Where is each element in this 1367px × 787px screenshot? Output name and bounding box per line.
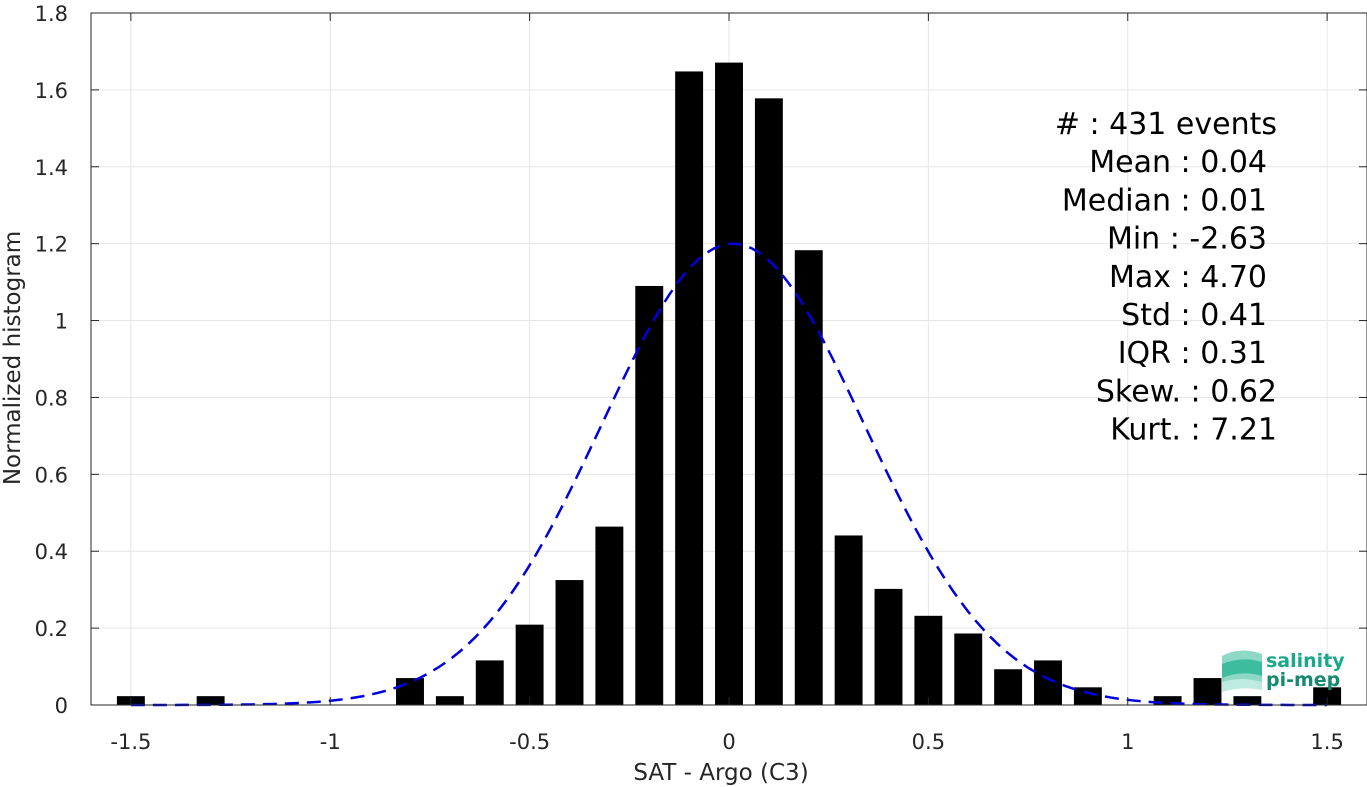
y-tick-label: 0.4 [35, 540, 68, 564]
histogram-bar [196, 696, 225, 705]
histogram-bar [754, 98, 783, 705]
histogram-bar [675, 71, 704, 706]
y-tick-label: 0.8 [35, 386, 68, 410]
x-axis-label: SAT - Argo (C3) [633, 760, 808, 786]
x-tick-label: 0.5 [912, 730, 945, 754]
y-tick-label: 0.2 [35, 617, 68, 641]
stats-line: Std : 0.41 [1121, 298, 1267, 333]
histogram-bar [1153, 696, 1182, 705]
histogram-bar [1313, 687, 1342, 705]
y-tick-labels: 0 0.2 0.4 0.6 0.8 1 1.2 1.4 1.6 1.8 [35, 2, 68, 718]
x-tick-label: 0 [722, 730, 735, 754]
stats-line: Median : 0.01 [1062, 183, 1267, 218]
histogram-bar [994, 669, 1023, 705]
axes [90, 12, 1367, 706]
stats-line: IQR : 0.31 [1118, 336, 1267, 371]
x-tick-label: -1.5 [110, 730, 151, 754]
histogram-bar [435, 696, 464, 705]
histogram-bar [794, 250, 823, 706]
histogram-bar [1193, 678, 1222, 705]
histogram-bar [396, 678, 424, 705]
y-tick-label: 1.2 [35, 233, 68, 257]
histogram-bar [1233, 696, 1262, 705]
histogram-bar [1073, 687, 1102, 705]
y-axis-label: Normalized histogram [0, 231, 26, 485]
histogram-bar [954, 633, 983, 705]
histogram-bar [834, 535, 863, 705]
stats-line: Skew. : 0.62 [1096, 374, 1277, 409]
histogram-bar [914, 615, 943, 705]
stats-line: Min : -2.63 [1107, 222, 1267, 257]
stats-line: Mean : 0.04 [1089, 145, 1267, 180]
y-tick-label: 1.4 [35, 156, 68, 180]
stats-line: Kurt. : 7.21 [1110, 413, 1277, 448]
x-tick-label: 1 [1121, 730, 1134, 754]
histogram-bar [874, 588, 903, 705]
salinity-pi-mep-logo: salinity pi-mep [1222, 650, 1345, 692]
x-tick-label: 1.5 [1310, 730, 1343, 754]
logo-text-salinity: salinity [1266, 650, 1345, 672]
logo-mark-icon [1222, 650, 1262, 692]
y-tick-label: 0 [55, 694, 68, 718]
y-tick-label: 1 [55, 310, 68, 334]
histogram-bar [635, 285, 664, 705]
logo-text-pi-mep: pi-mep [1266, 669, 1340, 691]
y-tick-label: 1.6 [35, 79, 68, 103]
y-tick-label: 0.6 [35, 463, 68, 487]
bars [116, 62, 1342, 706]
x-tick-label: -1 [320, 730, 341, 754]
y-tick-label: 1.8 [35, 2, 68, 26]
stats-line: # : 431 events [1055, 107, 1277, 142]
histogram-bar [1034, 660, 1062, 705]
histogram-bar [555, 580, 584, 705]
x-tick-labels: -1.5 -1 -0.5 0 0.5 1 1.5 [110, 730, 1343, 754]
histogram-bar [715, 62, 743, 706]
x-tick-label: -0.5 [509, 730, 550, 754]
histogram-bar [595, 526, 624, 705]
histogram-bar [475, 660, 504, 705]
stats-line: Max : 4.70 [1109, 260, 1267, 295]
histogram-bar [515, 624, 544, 705]
